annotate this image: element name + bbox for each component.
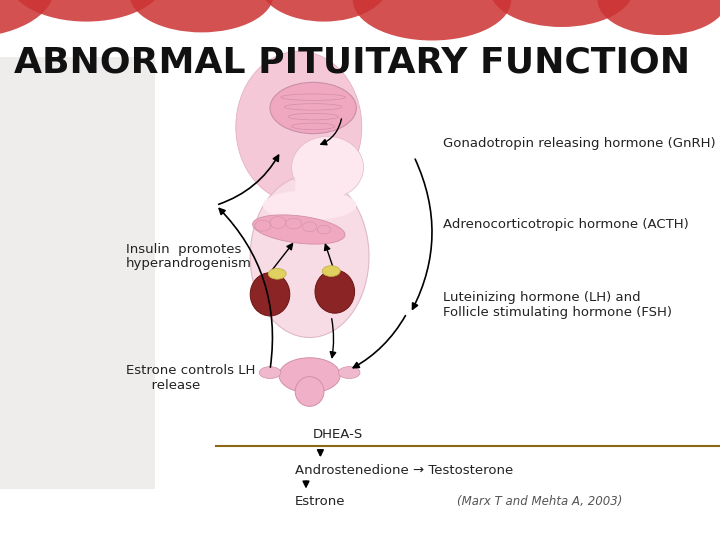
FancyBboxPatch shape [295, 178, 342, 213]
Ellipse shape [270, 82, 356, 133]
Ellipse shape [255, 220, 271, 231]
Ellipse shape [251, 176, 369, 338]
Ellipse shape [598, 0, 720, 35]
Ellipse shape [270, 217, 286, 228]
Text: (Marx T and Mehta A, 2003): (Marx T and Mehta A, 2003) [457, 495, 623, 508]
Text: ABNORMAL PITUITARY FUNCTION: ABNORMAL PITUITARY FUNCTION [14, 45, 690, 79]
Ellipse shape [259, 367, 281, 379]
Ellipse shape [295, 377, 324, 407]
Ellipse shape [490, 0, 634, 27]
Ellipse shape [323, 266, 340, 276]
Text: Gonadotropin releasing hormone (GnRH): Gonadotropin releasing hormone (GnRH) [443, 137, 716, 150]
Ellipse shape [353, 0, 511, 40]
Ellipse shape [253, 215, 345, 244]
Ellipse shape [268, 268, 287, 279]
Ellipse shape [286, 218, 302, 229]
Ellipse shape [130, 0, 274, 32]
Ellipse shape [259, 0, 389, 22]
Text: Androstenedione → Testosterone: Androstenedione → Testosterone [295, 464, 513, 477]
Text: DHEA-S: DHEA-S [313, 428, 364, 441]
Ellipse shape [7, 0, 166, 22]
Ellipse shape [318, 225, 330, 234]
Ellipse shape [315, 270, 355, 313]
Ellipse shape [0, 0, 54, 38]
Ellipse shape [338, 367, 360, 379]
Text: Luteinizing hormone (LH) and
Follicle stimulating hormone (FSH): Luteinizing hormone (LH) and Follicle st… [443, 291, 672, 319]
Ellipse shape [251, 273, 289, 316]
Ellipse shape [302, 222, 317, 232]
Ellipse shape [263, 190, 356, 220]
Text: Adrenocorticotropic hormone (ACTH): Adrenocorticotropic hormone (ACTH) [443, 218, 688, 231]
Text: Insulin  promotes
hyperandrogenism: Insulin promotes hyperandrogenism [126, 242, 252, 271]
Ellipse shape [236, 51, 362, 202]
Ellipse shape [292, 137, 364, 199]
Text: Estrone controls LH
      release: Estrone controls LH release [126, 364, 256, 392]
FancyBboxPatch shape [0, 57, 155, 489]
Ellipse shape [279, 357, 341, 393]
Text: Estrone: Estrone [295, 495, 346, 508]
